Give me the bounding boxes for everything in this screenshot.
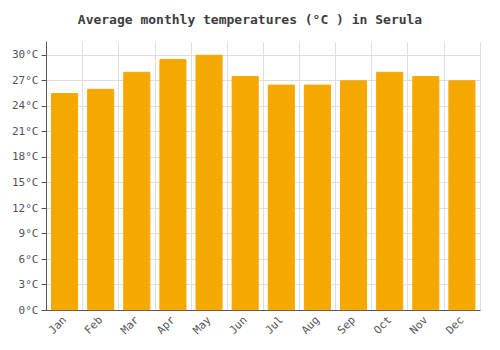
svg-text:Jun: Jun — [227, 314, 250, 337]
svg-text:Average monthly temperatures (: Average monthly temperatures (°C ) in Se… — [78, 12, 423, 27]
svg-text:Aug: Aug — [299, 314, 322, 337]
svg-text:30°C: 30°C — [12, 48, 39, 61]
svg-text:18°C: 18°C — [12, 150, 39, 163]
svg-text:Feb: Feb — [82, 314, 105, 337]
svg-text:6°C: 6°C — [19, 253, 39, 266]
svg-text:Sep: Sep — [335, 314, 358, 337]
svg-text:27°C: 27°C — [12, 74, 39, 87]
svg-text:May: May — [190, 313, 213, 336]
svg-text:Jul: Jul — [263, 314, 286, 337]
svg-text:24°C: 24°C — [12, 99, 39, 112]
svg-text:21°C: 21°C — [12, 125, 39, 138]
svg-text:12°C: 12°C — [12, 202, 39, 215]
svg-text:Oct: Oct — [371, 314, 394, 337]
svg-text:Mar: Mar — [118, 313, 141, 336]
svg-text:15°C: 15°C — [12, 176, 39, 189]
svg-text:0°C: 0°C — [19, 304, 39, 317]
svg-text:Nov: Nov — [407, 313, 430, 336]
svg-text:Apr: Apr — [154, 313, 177, 336]
svg-text:3°C: 3°C — [19, 278, 39, 291]
svg-text:Dec: Dec — [443, 314, 466, 337]
svg-text:Jan: Jan — [46, 314, 69, 337]
svg-text:9°C: 9°C — [19, 227, 39, 240]
